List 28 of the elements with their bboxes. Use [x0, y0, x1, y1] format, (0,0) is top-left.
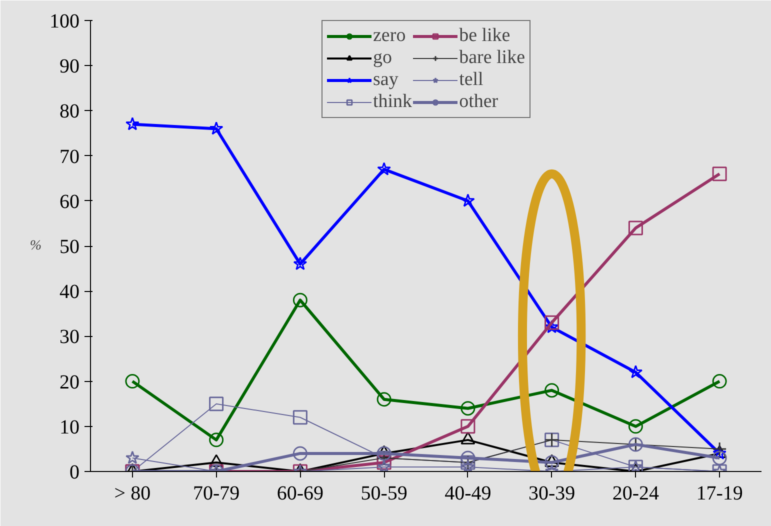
x-tick-label: 17-19 [696, 482, 743, 504]
x-tick-label: 20-24 [612, 482, 660, 504]
legend-label: think [373, 91, 412, 113]
y-tick-label: 20 [60, 371, 80, 394]
legend-label: bare like [459, 47, 525, 69]
y-tick-label: 100 [50, 10, 80, 32]
legend-label: tell [459, 69, 484, 91]
x-tick-label: 70-79 [192, 482, 240, 504]
legend-label: go [373, 47, 393, 69]
y-tick-label: 50 [60, 236, 80, 258]
x-tick-label: 50-59 [360, 482, 408, 504]
y-tick-label: 80 [60, 100, 80, 123]
x-tick-label: 60-69 [276, 482, 324, 504]
x-tick-label: 40-49 [444, 482, 492, 504]
y-tick-label: 90 [60, 56, 80, 78]
y-tick-label: 60 [60, 190, 80, 213]
x-tick-label: 30-39 [528, 482, 576, 504]
legend-label: say [373, 69, 398, 91]
x-tick-label: > 80 [114, 482, 151, 504]
legend-label: be like [459, 25, 510, 47]
y-tick-label: 10 [60, 416, 80, 438]
y-axis-title: % [30, 238, 42, 254]
legend-label: zero [373, 25, 406, 47]
y-tick-label: 40 [60, 281, 80, 304]
y-tick-label: 0 [70, 462, 80, 484]
legend-label: other [459, 91, 498, 113]
y-tick-label: 30 [60, 326, 80, 348]
y-tick-label: 70 [60, 146, 80, 168]
